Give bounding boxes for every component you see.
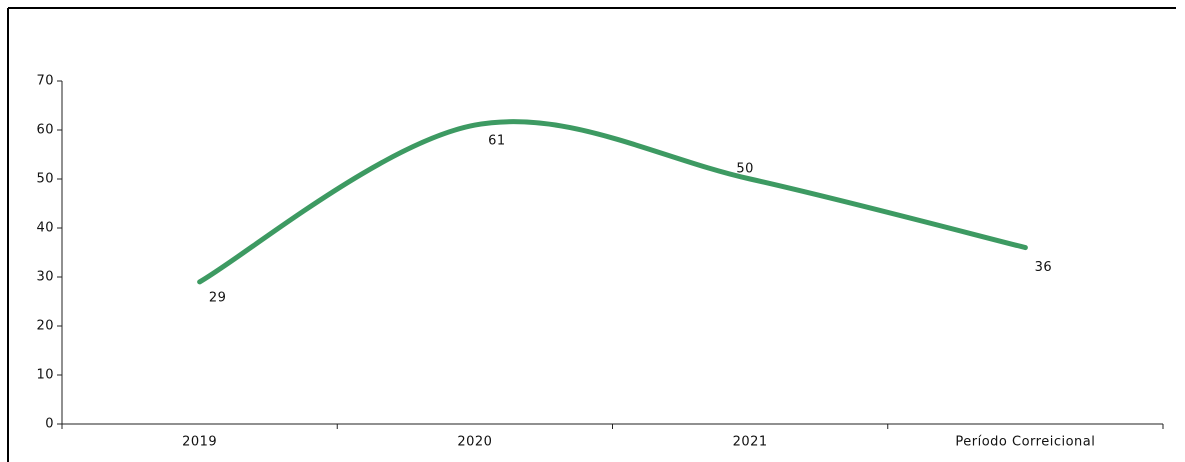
y-tick-label: 50 (36, 172, 54, 187)
x-tick-label: Período Correicional (955, 435, 1095, 450)
data-label: 29 (209, 290, 227, 305)
x-tick-label: 2021 (733, 435, 768, 450)
y-tick-label: 40 (36, 221, 54, 236)
line (197, 119, 1028, 285)
data-label: 36 (1035, 260, 1053, 275)
y-tick-label: 70 (36, 74, 54, 89)
y-tick-label: 30 (36, 270, 54, 285)
data-label: 61 (488, 134, 506, 149)
data-label: 50 (736, 162, 754, 177)
x-tick-label: 2020 (457, 435, 492, 450)
y-tick-label: 20 (36, 319, 54, 334)
y-tick-label: 60 (36, 123, 54, 138)
x-tick-label: 2019 (182, 435, 217, 450)
y-tick-label: 0 (45, 417, 54, 432)
y-tick-label: 10 (36, 368, 54, 383)
